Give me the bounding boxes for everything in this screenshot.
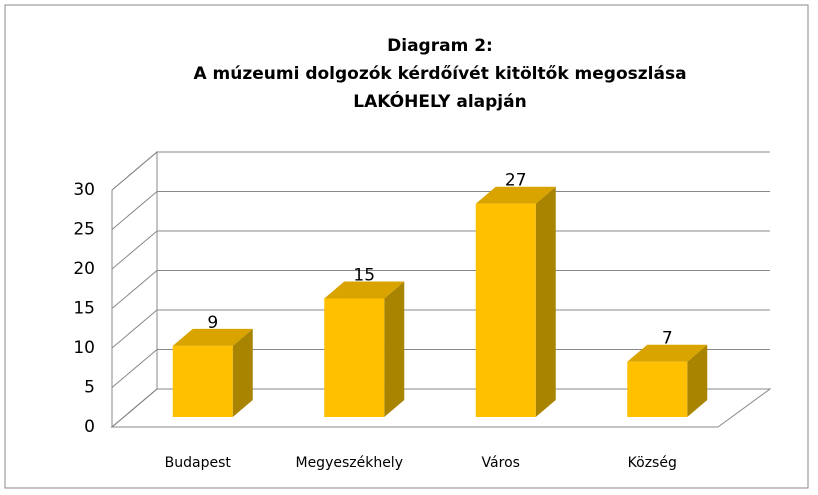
bar [324,281,405,417]
bar-side [232,328,253,417]
y-tick-label: 30 [73,180,95,200]
grid-line [111,270,770,309]
grid-line [111,230,770,270]
value-label: 15 [353,266,375,286]
grid-line [111,191,770,230]
value-label: 27 [505,171,527,191]
value-label: 7 [662,329,673,349]
bar-front [172,345,233,417]
x-tick-label: Megyeszékhely [295,455,403,471]
chart-title: LAKÓHELY alapján [353,90,526,112]
x-tick-label: Község [628,455,677,471]
y-tick-label: 15 [73,299,95,319]
grid-line [111,151,770,191]
y-tick-label: 5 [84,378,95,398]
grid-line [111,388,770,428]
bar [627,344,708,417]
bar [475,186,556,417]
grid-line [111,349,770,388]
x-tick-label: Budapest [165,455,232,471]
bar-front [324,298,385,417]
bar-top [627,344,708,362]
grid-line [111,309,770,349]
bar-side [687,344,708,417]
y-tick-label: 20 [73,259,95,279]
chart-title: A múzeumi dolgozók kérdőívét kitöltők me… [193,64,686,84]
y-tick-label: 25 [73,220,95,240]
chart-title: Diagram 2: [387,36,493,56]
y-tick-label: 10 [73,338,95,358]
value-label: 9 [207,313,218,333]
y-tick-label: 0 [84,417,95,437]
bar-top [172,328,253,346]
bar-top [324,281,405,299]
bar-top [475,186,556,204]
bar-side [535,186,556,417]
x-tick-label: Város [482,455,520,471]
bar-front [627,361,688,417]
bar-front [475,203,536,417]
bar [172,328,253,417]
bar-side [384,281,405,417]
